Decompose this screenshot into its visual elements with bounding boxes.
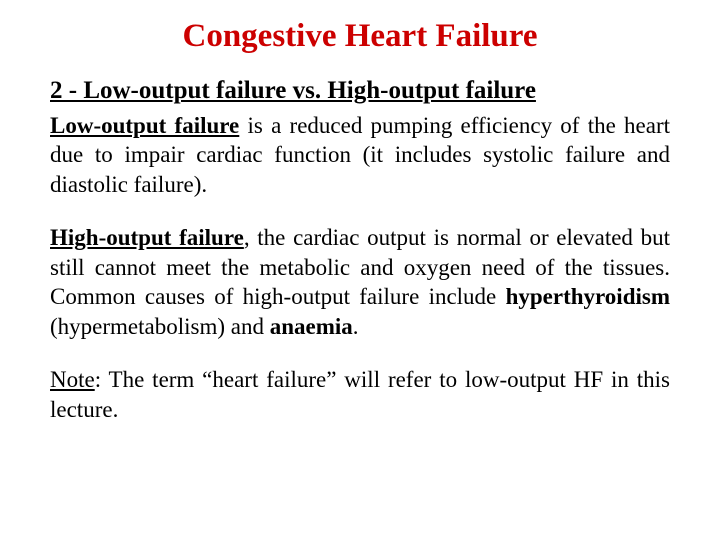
text-high-output-tail: .	[353, 314, 359, 339]
section-subtitle: 2 - Low-output failure vs. High-output f…	[50, 77, 670, 105]
text-high-output-mid2: (hypermetabolism) and	[50, 314, 270, 339]
slide: Congestive Heart Failure 2 - Low-output …	[0, 0, 720, 540]
term-anaemia: anaemia	[270, 314, 353, 339]
term-low-output: Low-output failure	[50, 113, 239, 138]
term-hyperthyroidism: hyperthyroidism	[506, 284, 670, 309]
page-title: Congestive Heart Failure	[50, 18, 670, 55]
paragraph-high-output: High-output failure, the cardiac output …	[50, 223, 670, 341]
term-high-output: High-output failure	[50, 225, 244, 250]
paragraph-note: Note: The term “heart failure” will refe…	[50, 365, 670, 424]
paragraph-low-output: Low-output failure is a reduced pumping …	[50, 111, 670, 199]
text-note-body: : The term “heart failure” will refer to…	[50, 367, 670, 421]
term-note: Note	[50, 367, 95, 392]
